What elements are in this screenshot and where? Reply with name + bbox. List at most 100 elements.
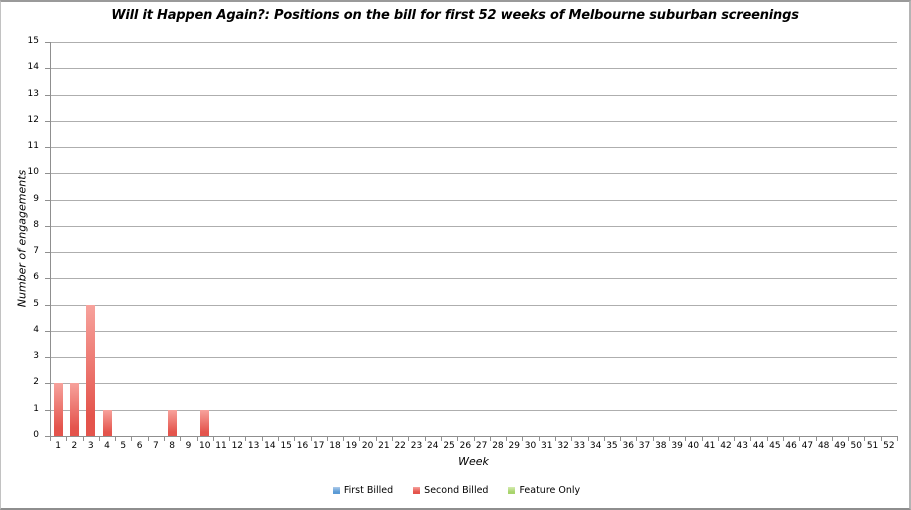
bar-week-10-second-billed (200, 409, 210, 436)
x-tick-label-28: 28 (492, 441, 504, 451)
x-tick-label-29: 29 (508, 441, 520, 451)
x-tick-16 (310, 437, 312, 441)
x-tick-label-50: 50 (850, 441, 862, 451)
x-tick-label-40: 40 (687, 441, 700, 451)
x-tick-label-8: 8 (169, 441, 176, 451)
x-tick-label-52: 52 (883, 441, 895, 451)
gridline-y-8 (51, 225, 897, 227)
gridline-y-5 (51, 304, 897, 306)
x-tick-39 (685, 437, 687, 441)
x-tick-25 (457, 437, 459, 441)
x-tick-41 (717, 437, 719, 441)
x-tick-29 (522, 437, 524, 441)
y-tick-label-9: 9 (33, 193, 39, 204)
y-tick-5 (45, 304, 50, 306)
x-tick-20 (375, 437, 377, 441)
y-tick-3 (45, 357, 50, 359)
x-tick-51 (880, 437, 882, 441)
x-tick-label-2: 2 (71, 441, 78, 451)
x-tick-label-6: 6 (136, 441, 143, 451)
bar-week-2-second-billed (69, 383, 79, 436)
x-tick-label-44: 44 (752, 441, 765, 451)
y-tick-label-8: 8 (33, 219, 39, 230)
y-tick-14 (45, 68, 50, 70)
y-tick-0 (45, 436, 50, 437)
x-tick-0 (50, 437, 51, 441)
x-tick-label-21: 21 (378, 441, 390, 451)
x-tick-2 (82, 437, 84, 441)
x-tick-37 (652, 437, 654, 441)
x-tick-label-45: 45 (769, 441, 781, 451)
x-tick-label-36: 36 (622, 441, 634, 451)
x-tick-label-25: 25 (443, 441, 455, 451)
x-tick-label-19: 19 (345, 441, 358, 451)
x-tick-45 (782, 437, 784, 441)
gridline-y-2 (51, 383, 897, 385)
x-tick-8 (180, 437, 182, 441)
x-tick-32 (571, 437, 573, 441)
x-tick-label-11: 11 (215, 441, 227, 451)
x-tick-7 (164, 437, 166, 441)
x-tick-34 (603, 437, 605, 441)
x-tick-36 (636, 437, 638, 441)
x-tick-label-10: 10 (199, 441, 211, 451)
y-axis-line (50, 42, 51, 437)
gridline-y-9 (51, 199, 897, 201)
x-tick-label-17: 17 (313, 441, 325, 451)
x-tick-22 (408, 437, 410, 441)
x-axis-line (50, 436, 898, 437)
gridline-y-11 (51, 147, 897, 149)
x-tick-label-24: 24 (427, 441, 439, 451)
x-tick-label-47: 47 (801, 441, 814, 451)
x-tick-47 (815, 437, 817, 441)
x-tick-6 (147, 437, 149, 441)
x-tick-label-15: 15 (280, 441, 292, 451)
x-tick-13 (261, 437, 263, 441)
x-tick-label-22: 22 (394, 441, 406, 451)
x-tick-19 (359, 437, 361, 441)
x-tick-4 (115, 437, 117, 441)
x-tick-40 (701, 437, 703, 441)
x-tick-label-20: 20 (361, 441, 374, 451)
x-tick-label-35: 35 (606, 441, 618, 451)
x-tick-30 (538, 437, 540, 441)
x-tick-24 (440, 437, 442, 441)
x-tick-label-42: 42 (720, 441, 732, 451)
x-axis-title: Week (458, 455, 489, 468)
legend-label-second-billed: Second Billed (424, 485, 489, 496)
x-tick-9 (196, 437, 198, 441)
legend-label-first-billed: First Billed (343, 485, 394, 496)
x-tick-label-13: 13 (247, 441, 260, 451)
x-tick-label-38: 38 (655, 441, 667, 451)
x-tick-label-18: 18 (329, 441, 341, 451)
y-tick-label-15: 15 (27, 36, 39, 46)
x-tick-label-16: 16 (296, 441, 309, 451)
y-tick-10 (45, 173, 50, 175)
y-tick-label-4: 4 (33, 324, 39, 335)
x-tick-49 (848, 437, 850, 441)
bar-week-4-second-billed (102, 409, 112, 436)
x-tick-48 (831, 437, 833, 441)
x-tick-43 (750, 437, 752, 441)
x-tick-label-41: 41 (703, 441, 716, 451)
gridline-y-13 (51, 94, 897, 96)
legend: First Billed Second Billed Feature Only (1, 485, 909, 496)
y-tick-label-3: 3 (33, 351, 39, 362)
y-tick-label-12: 12 (27, 114, 39, 125)
feature-only-swatch (508, 487, 516, 494)
gridline-y-4 (51, 330, 897, 332)
y-tick-label-14: 14 (27, 62, 39, 73)
y-tick-4 (45, 330, 50, 332)
y-tick-label-7: 7 (33, 246, 39, 257)
x-tick-label-26: 26 (459, 441, 472, 451)
x-tick-12 (245, 437, 247, 441)
y-tick-8 (45, 225, 50, 227)
x-tick-14 (278, 437, 280, 441)
y-tick-9 (45, 199, 50, 201)
y-tick-15 (45, 42, 50, 43)
y-tick-label-1: 1 (33, 403, 39, 414)
gridline-y-1 (51, 409, 897, 411)
gridline-y-12 (51, 120, 897, 122)
x-tick-label-7: 7 (152, 441, 159, 451)
x-tick-label-27: 27 (475, 441, 488, 451)
